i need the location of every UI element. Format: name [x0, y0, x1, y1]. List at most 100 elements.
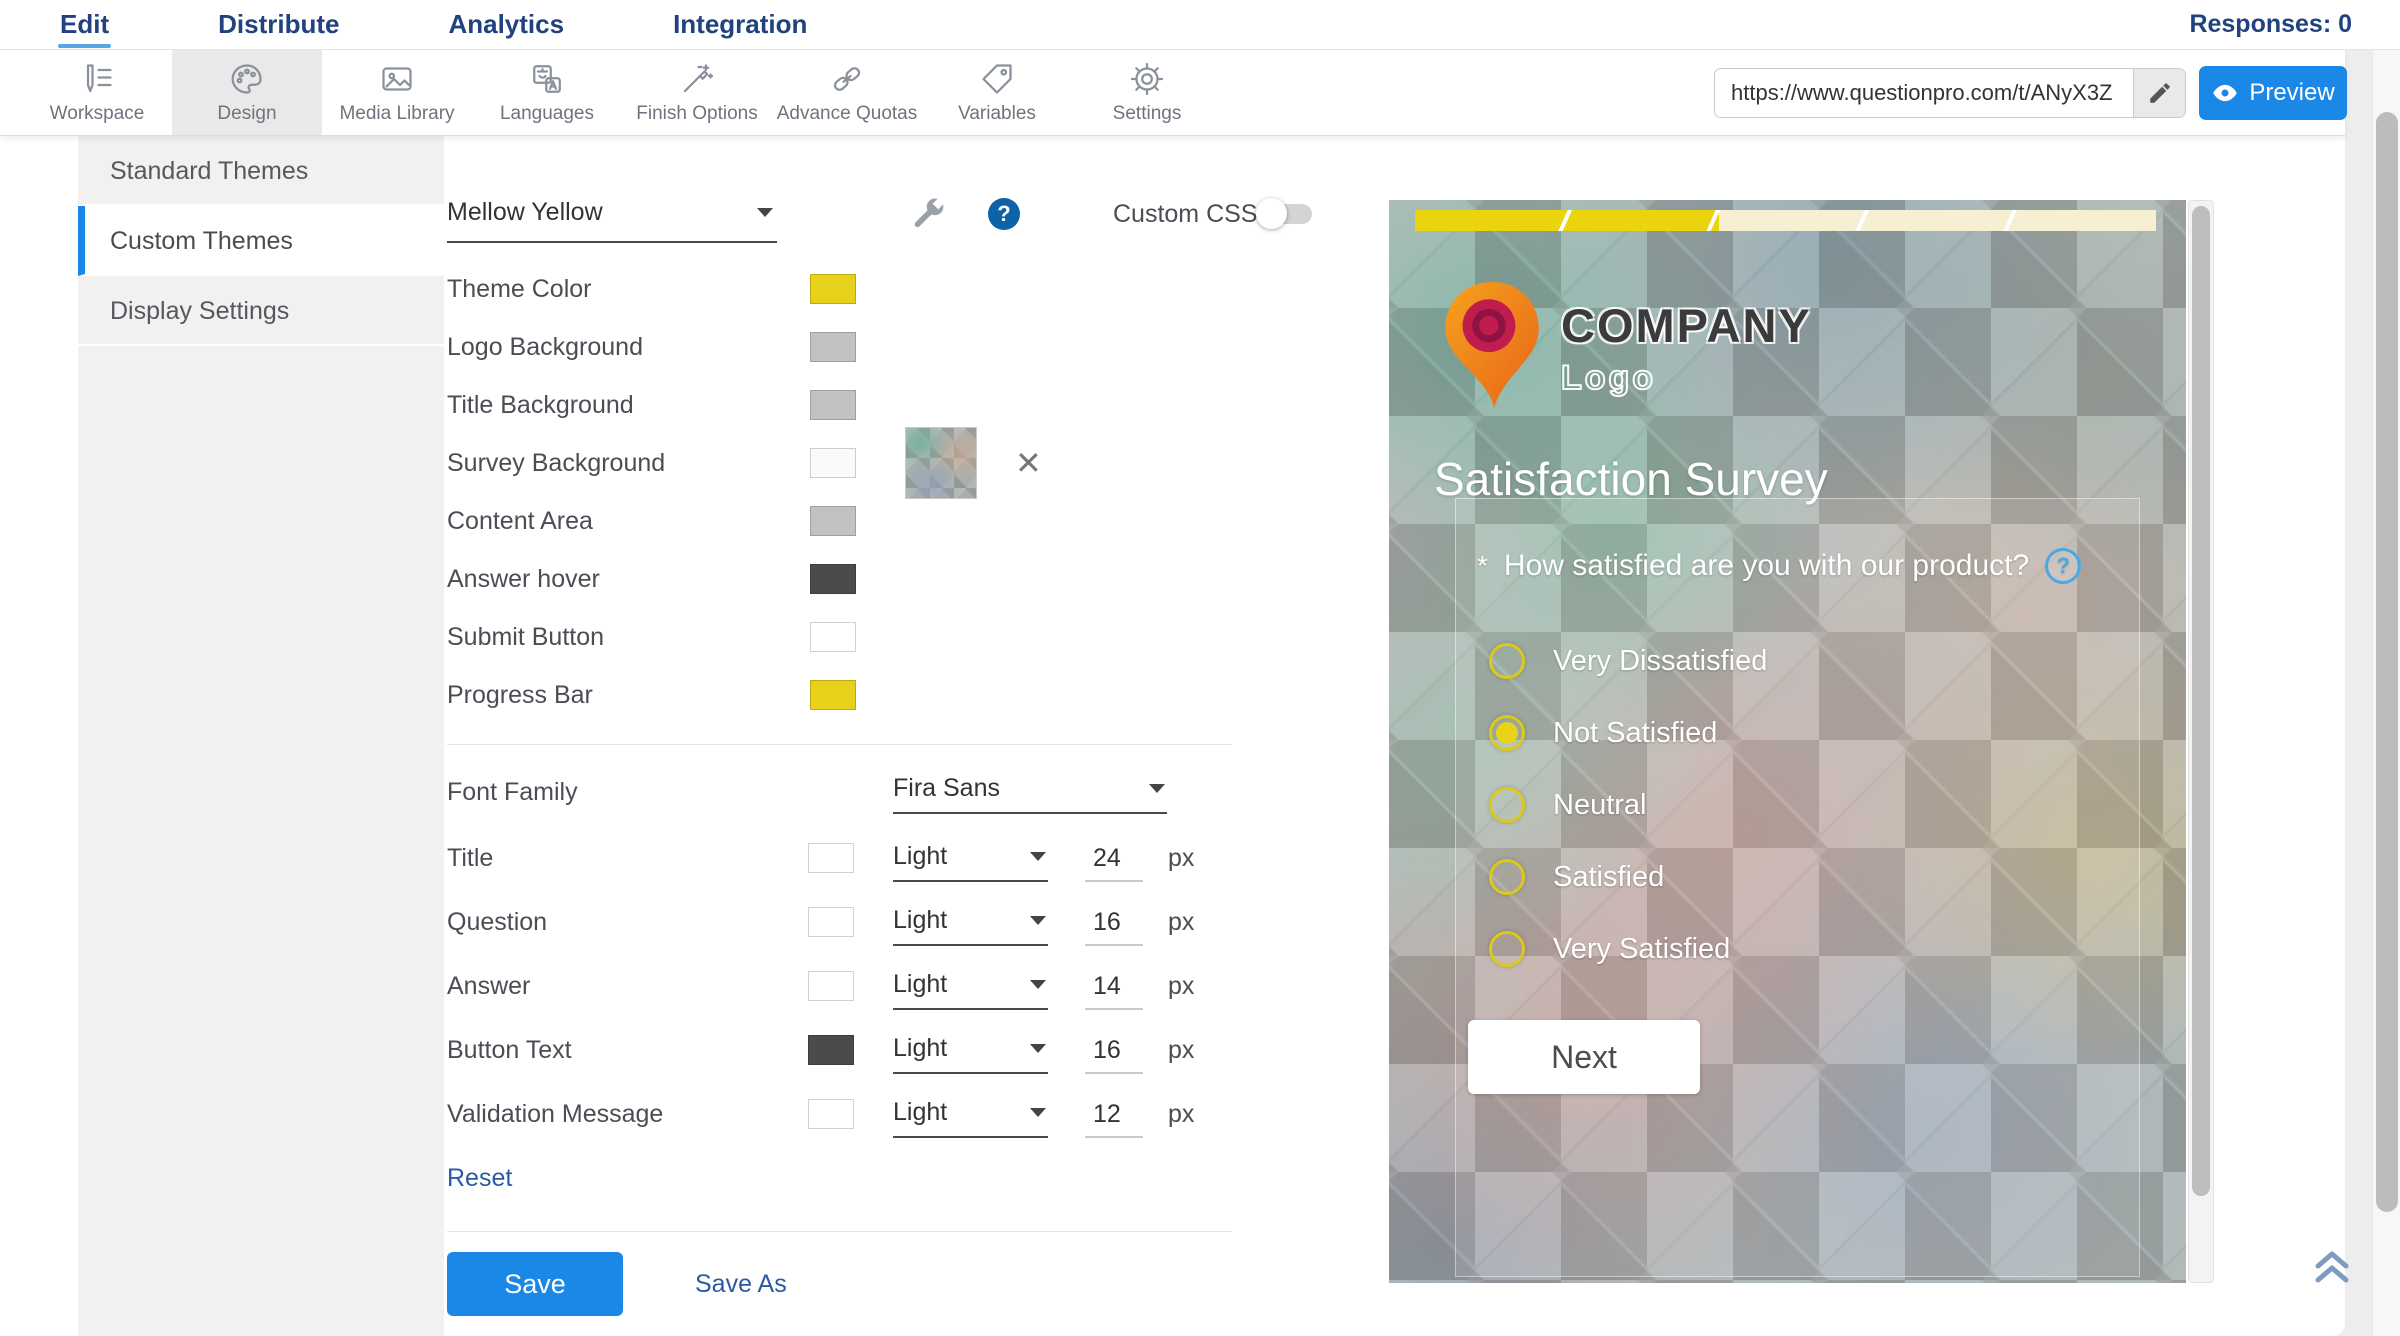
validation-message-weight-select[interactable]: Light	[893, 1094, 1048, 1138]
toolbar-item-design[interactable]: Design	[172, 50, 322, 135]
font-family-select[interactable]: Fira Sans	[893, 770, 1167, 814]
survey-background-swatch[interactable]	[810, 448, 856, 478]
logo-background-swatch[interactable]	[810, 332, 856, 362]
option-label: Not Satisfied	[1553, 716, 1718, 749]
chevron-down-icon	[757, 208, 773, 217]
toolbar-item-label: Variables	[958, 102, 1036, 124]
weight-value: Light	[893, 970, 948, 998]
button-text-size-input[interactable]: 16	[1085, 1030, 1143, 1074]
wrench-icon	[914, 198, 944, 228]
gear-icon	[1130, 62, 1164, 95]
title-weight-select[interactable]: Light	[893, 838, 1048, 882]
font-row-answer: Answer Light 14 px	[447, 954, 1207, 1018]
option-label: Very Dissatisfied	[1553, 644, 1768, 677]
chevron-down-icon	[1030, 1108, 1046, 1117]
toolbar-item-media-library[interactable]: Media Library	[322, 50, 472, 135]
remove-image-icon[interactable]: ✕	[1015, 445, 1042, 481]
survey-content-area	[1455, 498, 2140, 1277]
window-scrollbar[interactable]	[2372, 50, 2400, 1336]
title-size-input[interactable]: 24	[1085, 838, 1143, 882]
sidebar-item-custom-themes[interactable]: Custom Themes	[78, 206, 444, 276]
save-as-link[interactable]: Save As	[695, 1270, 787, 1298]
tab-analytics[interactable]: Analytics	[448, 9, 565, 39]
toolbar-item-label: Workspace	[49, 102, 145, 124]
title-font-color-swatch[interactable]	[808, 843, 854, 873]
toolbar-item-languages[interactable]: Languages	[472, 50, 622, 135]
question-size-input[interactable]: 16	[1085, 902, 1143, 946]
theme-select[interactable]: Mellow Yellow	[447, 198, 777, 243]
toolbar-item-label: Finish Options	[636, 102, 758, 124]
font-row-label: Question	[447, 908, 548, 936]
scroll-to-top-button[interactable]	[2308, 1244, 2356, 1292]
toolbar-item-finish-options[interactable]: Finish Options	[622, 50, 772, 135]
title-background-swatch[interactable]	[810, 390, 856, 420]
color-row-survey-background: Survey Background ✕	[447, 427, 1147, 499]
font-row-label: Answer	[447, 972, 531, 1000]
color-row-submit-button: Submit Button	[447, 608, 1147, 666]
help-icon[interactable]: ?	[988, 198, 1020, 230]
toolbar-item-workspace[interactable]: Workspace	[22, 50, 172, 135]
preview-button[interactable]: Preview	[2199, 66, 2347, 120]
chevron-down-icon	[1030, 980, 1046, 989]
validation-message-size-input[interactable]: 12	[1085, 1094, 1143, 1138]
answer-size-input[interactable]: 14	[1085, 966, 1143, 1010]
color-row-label: Logo Background	[447, 333, 643, 361]
survey-question: * How satisfied are you with our product…	[1477, 548, 2126, 584]
button-text-weight-select[interactable]: Light	[893, 1030, 1048, 1074]
reset-link[interactable]: Reset	[447, 1164, 513, 1192]
question-font-color-swatch[interactable]	[808, 907, 854, 937]
option-neutral[interactable]: Neutral	[1489, 769, 1767, 841]
radio-icon	[1489, 643, 1525, 679]
option-very-dissatisfied[interactable]: Very Dissatisfied	[1489, 625, 1767, 697]
font-row-question: Question Light 16 px	[447, 890, 1207, 954]
window-scrollbar-thumb[interactable]	[2376, 112, 2398, 1212]
divider	[447, 1231, 1232, 1232]
color-row-label: Content Area	[447, 507, 593, 535]
color-row-answer-hover: Answer hover	[447, 550, 1147, 608]
color-row-content-area: Content Area	[447, 492, 1147, 550]
sidebar-item-standard-themes[interactable]: Standard Themes	[78, 136, 444, 206]
font-family-row: Font Family Fira Sans	[447, 764, 1167, 820]
progress-bar-swatch[interactable]	[810, 680, 856, 710]
image-icon	[382, 66, 412, 91]
survey-url-box: https://www.questionpro.com/t/ANyX3Z	[1714, 68, 2186, 118]
option-satisfied[interactable]: Satisfied	[1489, 841, 1767, 913]
chevron-down-icon	[1030, 1044, 1046, 1053]
question-weight-select[interactable]: Light	[893, 902, 1048, 946]
button-text-color-swatch[interactable]	[808, 1035, 854, 1065]
palette-icon	[231, 63, 262, 94]
edit-url-button[interactable]	[2133, 69, 2185, 117]
survey-background-image-thumbnail[interactable]	[905, 427, 977, 499]
answer-hover-swatch[interactable]	[810, 564, 856, 594]
toolbar-item-advance-quotas[interactable]: Advance Quotas	[772, 50, 922, 135]
chevron-down-icon	[1149, 784, 1165, 793]
answer-font-color-swatch[interactable]	[808, 971, 854, 1001]
sidebar-item-display-settings[interactable]: Display Settings	[78, 276, 444, 346]
customize-theme-button[interactable]	[908, 194, 948, 239]
option-not-satisfied[interactable]: Not Satisfied	[1489, 697, 1767, 769]
unit-label: px	[1168, 908, 1195, 936]
save-button[interactable]: Save	[447, 1252, 623, 1316]
answer-weight-select[interactable]: Light	[893, 966, 1048, 1010]
next-button[interactable]: Next	[1468, 1020, 1700, 1094]
survey-url-input[interactable]: https://www.questionpro.com/t/ANyX3Z	[1731, 80, 2113, 105]
survey-title: Satisfaction Survey	[1434, 453, 1828, 505]
preview-scrollbar[interactable]	[2188, 200, 2214, 1283]
font-family-value: Fira Sans	[893, 774, 1000, 802]
toggle-knob	[1256, 198, 1287, 229]
preview-scrollbar-thumb[interactable]	[2192, 206, 2210, 1196]
tab-distribute[interactable]: Distribute	[218, 9, 340, 39]
submit-button-swatch[interactable]	[810, 622, 856, 652]
theme-color-swatch[interactable]	[810, 274, 856, 304]
content-area-swatch[interactable]	[810, 506, 856, 536]
toolbar-item-variables[interactable]: Variables	[922, 50, 1072, 135]
responses-count[interactable]: Responses: 0	[2189, 10, 2352, 38]
tab-integration[interactable]: Integration	[673, 9, 808, 39]
color-row-label: Progress Bar	[447, 681, 593, 709]
tab-edit[interactable]: Edit	[58, 5, 112, 48]
option-very-satisfied[interactable]: Very Satisfied	[1489, 913, 1767, 985]
custom-css-toggle[interactable]	[1256, 198, 1312, 229]
question-help-icon[interactable]: ?	[2045, 548, 2082, 584]
validation-message-color-swatch[interactable]	[808, 1099, 854, 1129]
toolbar-item-settings[interactable]: Settings	[1072, 50, 1222, 135]
